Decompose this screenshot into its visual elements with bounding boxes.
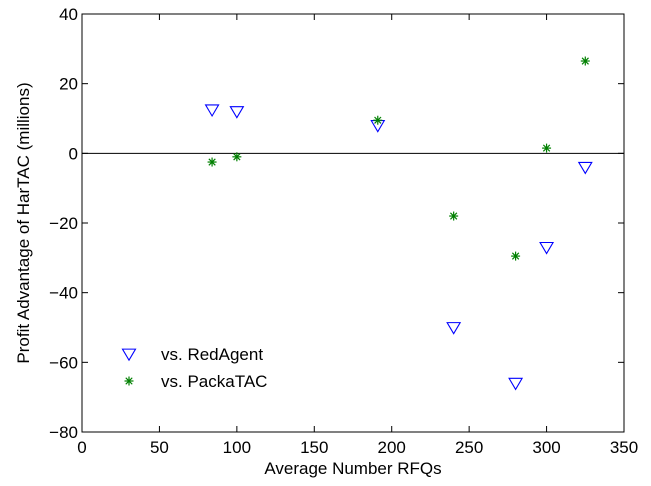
x-tick-label: 200 [378,438,406,457]
x-tick-label: 50 [150,438,169,457]
legend-label-packatac: vs. PackaTAC [161,372,267,391]
x-tick-label: 0 [77,438,86,457]
packatac-point [542,143,552,153]
data-points-layer [204,56,593,391]
tick-layer: 0 50 100 150 200 250 300 350 −80 −60 −40 −20 0 20 40 [49,5,638,457]
packatac-point [449,211,459,221]
legend-item-redagent: vs. RedAgent [121,345,263,364]
packatac-point [373,115,383,125]
legend-marker-shape [124,376,134,386]
y-tick-label: −20 [49,214,78,233]
x-tick-label: 350 [610,438,638,457]
x-tick-label: 300 [532,438,560,457]
legend: vs. RedAgent vs. PackaTAC [121,345,267,391]
legend-item-packatac: vs. PackaTAC [124,372,267,391]
y-tick-label: −40 [49,284,78,303]
x-tick-label: 150 [300,438,328,457]
y-axis-label: Profit Advantage of HarTAC (millions) [14,82,33,363]
redagent-point [508,377,524,391]
legend-label-redagent: vs. RedAgent [161,345,263,364]
y-tick-label: 40 [59,5,78,24]
y-tick-label: 20 [59,75,78,94]
legend-marker-triangle [121,348,137,362]
packatac-point [207,157,217,167]
redagent-point [229,106,245,119]
redagent-point [204,104,220,118]
plot-frame [81,13,625,433]
redagent-point [577,161,593,175]
x-tick-label: 250 [455,438,483,457]
x-axis-label: Average Number RFQs [264,459,441,478]
packatac-point [580,56,590,66]
redagent-point [539,241,555,255]
redagent-point [446,322,462,335]
packatac-point [511,251,521,261]
x-tick-label: 100 [223,438,251,457]
legend-marker-shape [121,348,137,362]
y-tick-label: 0 [69,144,78,163]
y-tick-label: −80 [49,423,78,442]
packatac-point [232,152,242,162]
y-tick-label: −60 [49,353,78,372]
legend-marker-asterisk [124,376,134,386]
